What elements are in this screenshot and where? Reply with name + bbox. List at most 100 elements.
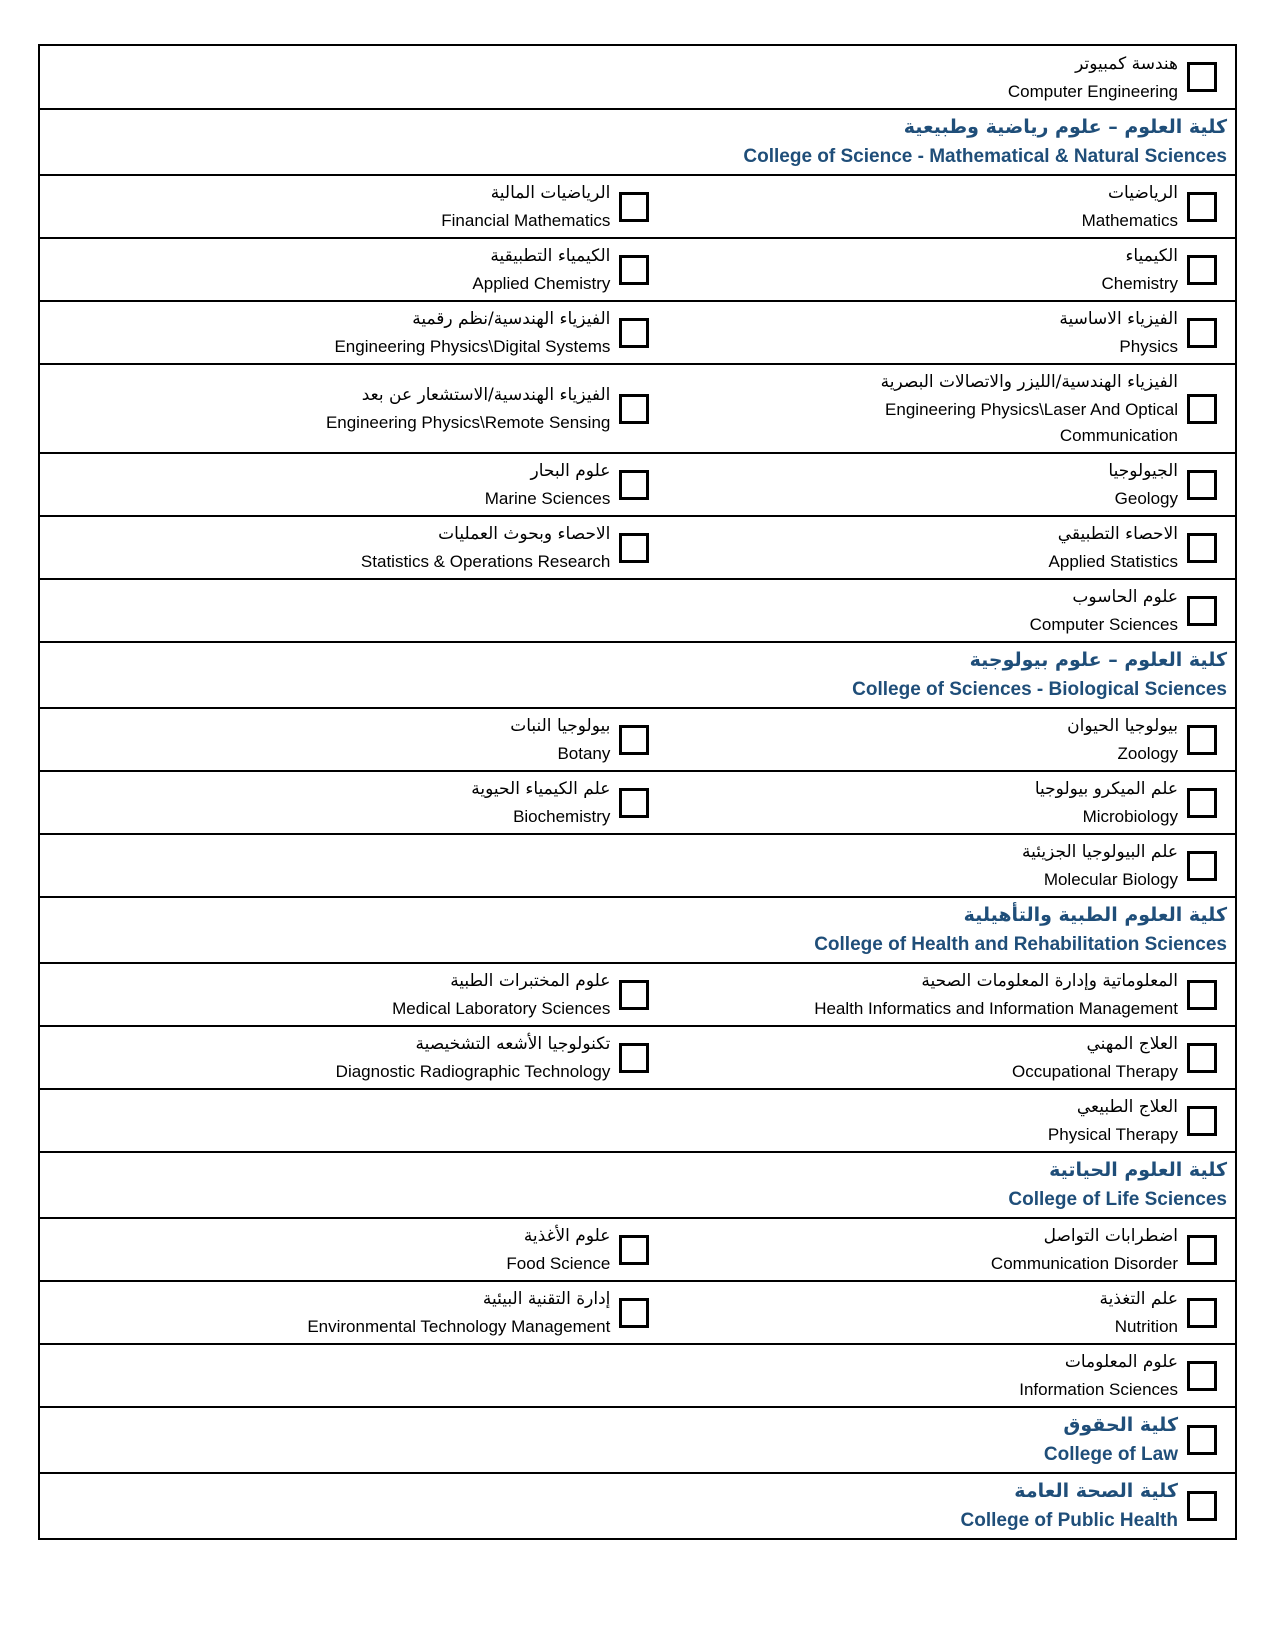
department-labels: علوم المختبرات الطبية Medical Laboratory … [392,967,610,1022]
checkbox-college-of-law[interactable] [1187,1425,1217,1455]
department-entry: تكنولوجيا الأشعه التشخيصية Diagnostic Rad… [336,1030,650,1085]
department-labels: الفيزياء الهندسية/الاستشعار عن بعد Engine… [326,381,610,436]
department-name-ar: الرياضيات المالية [490,183,611,203]
checkbox-physics[interactable] [1187,317,1217,348]
department-labels: الفيزياء الهندسية/نظم رقمية Engineering P… [334,305,610,360]
college-header-ar: كلية العلوم – علوم بيولوجية [969,649,1227,671]
department-labels: الرياضيات Mathematics [1082,179,1178,234]
checkbox-food-science[interactable] [619,1234,650,1265]
checkbox-nutrition[interactable] [1187,1297,1217,1328]
department-name-en: Engineering Physics\Laser And Optical Co… [885,400,1178,445]
department-name-en: Botany [557,744,611,763]
checkbox-communication-disorder[interactable] [1187,1234,1217,1265]
department-labels: كلية الصحة العامة College of Public Healt… [961,1477,1178,1535]
department-name-ar: إدارة التقنية البيئية [482,1289,611,1309]
department-name-ar: علم التغذية [1099,1289,1179,1309]
department-entry: الفيزياء الهندسية/الليزر والاتصالات البص… [778,368,1217,449]
checkbox-financial-mathematics[interactable] [619,191,650,222]
department-entry: الاحصاء التطبيقي Applied Statistics [1049,520,1217,575]
department-labels: علوم البحار Marine Sciences [485,457,611,512]
college-name-en: College of Public Health [960,1510,1178,1531]
department-name-ar: الرياضيات [1108,183,1178,203]
department-cell-right: هندسة كمبيوتر Computer Engineering [667,46,1235,108]
department-name-en: Nutrition [1114,1317,1178,1336]
checkbox-botany[interactable] [619,724,650,755]
college-selection-table: هندسة كمبيوتر Computer Engineering كلية ال… [38,44,1237,1540]
checkbox-molecular-biology[interactable] [1187,850,1217,881]
checkbox-computer-sciences[interactable] [1187,595,1217,626]
department-name-en: Microbiology [1082,807,1178,826]
department-name-ar: تكنولوجيا الأشعه التشخيصية [415,1034,611,1054]
college-option-row: كلية الحقوق College of Law [40,1406,1235,1472]
department-entry: المعلوماتية وإدارة المعلومات الصحية Healt… [814,967,1217,1022]
department-cell-left: الفيزياء الهندسية/الاستشعار عن بعد Engine… [40,365,667,452]
department-labels: الاحصاء التطبيقي Applied Statistics [1049,520,1178,575]
checkbox-chemistry[interactable] [1187,254,1217,285]
department-cell-right: علوم الحاسوب Computer Sciences [667,580,1235,641]
department-entry: علوم المعلومات Information Sciences [1019,1348,1217,1403]
department-name-ar: علم الكيمياء الحيوية [471,779,611,799]
department-name-ar: بيولوجيا الحيوان [1067,716,1178,736]
department-name-en: Statistics & Operations Research [360,552,611,571]
department-cell-left: الاحصاء وبحوث العمليات Statistics & Opera… [40,517,667,578]
department-row: العلاج الطبيعي Physical Therapy [40,1088,1235,1151]
department-entry: علوم الأغذية Food Science [506,1222,650,1277]
department-name-en: Computer Sciences [1029,615,1178,634]
department-cell-left [40,46,667,108]
checkbox-occupational-therapy[interactable] [1187,1042,1217,1073]
department-name-ar: علم الميكرو بيولوجيا [1034,779,1178,799]
checkbox-engineering-physics-remote-sensing[interactable] [619,393,650,424]
department-labels: علم الكيمياء الحيوية Biochemistry [471,775,610,830]
checkbox-environmental-technology-management[interactable] [619,1297,650,1328]
department-labels: علم البيولوجيا الجزيئية Molecular Biology [1022,838,1178,893]
college-name-en: College of Law [1043,1444,1178,1465]
department-name-en: Occupational Therapy [1011,1062,1178,1081]
checkbox-applied-statistics[interactable] [1187,532,1217,563]
checkbox-biochemistry[interactable] [619,787,650,818]
department-cell-right: الرياضيات Mathematics [667,176,1235,237]
checkbox-health-informatics-and-information-management[interactable] [1187,979,1217,1010]
department-labels: الكيمياء Chemistry [1101,242,1178,297]
department-row: الكيمياء التطبيقية Applied Chemistry الكيم… [40,237,1235,300]
department-labels: الفيزياء الهندسية/الليزر والاتصالات البص… [778,368,1178,449]
department-name-ar: الكيمياء التطبيقية [490,246,611,266]
college-option-cell: كلية الحقوق College of Law [40,1408,1235,1472]
checkbox-applied-chemistry[interactable] [619,254,650,285]
checkbox-statistics-operations-research[interactable] [619,532,650,563]
department-labels: علوم الأغذية Food Science [506,1222,610,1277]
checkbox-diagnostic-radiographic-technology[interactable] [619,1042,650,1073]
checkbox-marine-sciences[interactable] [619,469,650,500]
department-entry: علم التغذية Nutrition [1100,1285,1217,1340]
department-entry: الكيمياء Chemistry [1101,242,1217,297]
department-row: الاحصاء وبحوث العمليات Statistics & Opera… [40,515,1235,578]
department-name-en: Health Informatics and Information Manag… [814,999,1178,1018]
checkbox-information-sciences[interactable] [1187,1360,1217,1391]
checkbox-geology[interactable] [1187,469,1217,500]
department-entry: العلاج الطبيعي Physical Therapy [1048,1093,1217,1148]
college-option-cell: كلية الصحة العامة College of Public Healt… [40,1474,1235,1538]
college-header-en: College of Sciences - Biological Science… [852,679,1227,700]
checkbox-computer-engineering[interactable] [1187,62,1217,92]
college-option-row: كلية الصحة العامة College of Public Healt… [40,1472,1235,1538]
checkbox-physical-therapy[interactable] [1187,1105,1217,1136]
department-cell-left: علوم البحار Marine Sciences [40,454,667,515]
checkbox-engineering-physics-digital-systems[interactable] [619,317,650,348]
department-labels: علم التغذية Nutrition [1100,1285,1179,1340]
department-cell-right: الجيولوجيا Geology [667,454,1235,515]
checkbox-college-of-public-health[interactable] [1187,1491,1217,1521]
college-header-row: كلية العلوم – علوم رياضية وطبيعية College… [40,108,1235,174]
department-labels: بيولوجيا النبات Botany [510,712,610,767]
department-row: الفيزياء الهندسية/الاستشعار عن بعد Engine… [40,363,1235,452]
checkbox-medical-laboratory-sciences[interactable] [619,979,650,1010]
checkbox-mathematics[interactable] [1187,191,1217,222]
department-name-ar: الكيمياء [1125,246,1178,266]
department-labels: الفيزياء الاساسية Physics [1059,305,1178,360]
checkbox-zoology[interactable] [1187,724,1217,755]
department-name-en: Molecular Biology [1043,870,1178,889]
department-name-en: Engineering Physics\Digital Systems [334,337,611,356]
department-name-ar: الفيزياء الاساسية [1059,309,1178,329]
checkbox-microbiology[interactable] [1187,787,1217,818]
department-entry: الكيمياء التطبيقية Applied Chemistry [472,242,650,297]
checkbox-engineering-physics-laser-and-optical-communication[interactable] [1187,393,1217,424]
department-cell-left: علوم الأغذية Food Science [40,1219,667,1280]
